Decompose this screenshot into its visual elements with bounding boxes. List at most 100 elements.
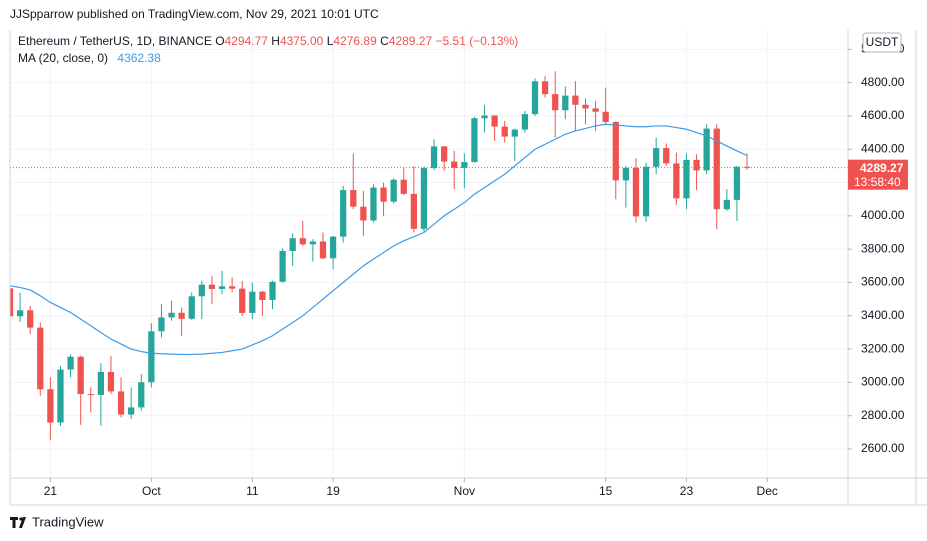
candle-body: [481, 115, 488, 119]
candle-body: [723, 199, 730, 210]
brand-logo: TradingView: [10, 514, 104, 529]
ma-line: [10, 123, 748, 356]
candle-body: [27, 310, 34, 328]
candle-body: [289, 238, 296, 252]
candle-body: [128, 407, 135, 415]
candle-body: [218, 286, 226, 289]
candle-body: [188, 296, 195, 319]
x-tick-label: Oct: [142, 484, 161, 498]
candle-body: [491, 115, 498, 127]
candle-body: [582, 104, 589, 109]
brand: TradingView: [32, 514, 104, 529]
candle-body: [663, 148, 670, 164]
y-tick-label: 4000.00: [861, 208, 905, 222]
candle-body: [340, 190, 347, 237]
y-tick-label: 2800.00: [861, 408, 905, 422]
candle-body: [511, 129, 518, 137]
ohlc-value: 4294.77: [225, 34, 269, 48]
candle-body: [208, 284, 216, 289]
candle-body: [622, 167, 630, 181]
candle-body: [178, 312, 185, 319]
y-tick-label: 3400.00: [861, 308, 905, 322]
candle-body: [713, 128, 720, 210]
x-tick-label: Dec: [757, 484, 778, 498]
candle-body: [228, 286, 236, 289]
candle-body: [471, 118, 478, 163]
candle-body: [249, 291, 256, 313]
logo-dot: [19, 517, 23, 521]
y-tick-label: 4600.00: [861, 108, 905, 122]
candle-body: [350, 190, 357, 207]
candle-body: [572, 95, 579, 105]
candle-body: [612, 121, 619, 181]
candle-body: [329, 236, 337, 259]
candle-body: [269, 281, 276, 300]
countdown: 13:58:40: [854, 175, 901, 189]
y-tick-label: 3200.00: [861, 341, 905, 355]
candle-body: [390, 179, 397, 202]
candle-body: [47, 389, 54, 423]
candle-body: [703, 128, 710, 171]
candle-body: [10, 288, 14, 317]
candle-body: [16, 310, 24, 317]
candle-body: [552, 94, 559, 111]
candle-body: [309, 241, 317, 245]
currency-box[interactable]: [862, 32, 902, 53]
candle-body: [683, 159, 690, 199]
candle-body: [117, 391, 125, 415]
ohlc-name: C: [380, 34, 389, 48]
candle-body: [592, 108, 599, 112]
candle-body: [733, 166, 741, 200]
candle-body: [77, 356, 84, 395]
x-tick-label: Nov: [454, 484, 475, 498]
candle-body: [653, 148, 660, 167]
y-tick-label: 3600.00: [861, 275, 905, 289]
ohlc-value: 4375.00: [280, 34, 324, 48]
candle-body: [441, 146, 448, 162]
y-tick-label: 4400.00: [861, 141, 905, 155]
candle-body: [501, 126, 508, 137]
candle-body: [67, 356, 74, 370]
symbol-title: Ethereum / TetherUS, 1D, BINANCE: [18, 34, 212, 48]
ohlc-name: L: [327, 34, 334, 48]
candle-body: [107, 371, 115, 392]
candle-body: [541, 81, 549, 95]
legend-main: Ethereum / TetherUS, 1D, BINANCE O4294.7…: [18, 34, 518, 48]
candle-body: [632, 167, 640, 217]
ohlc-value: 4276.89: [333, 34, 377, 48]
candle-body: [420, 168, 428, 229]
ohlc-name: O: [215, 34, 224, 48]
candle-body: [642, 166, 650, 217]
price-label-box: [848, 159, 908, 190]
y-tick-label: 2600.00: [861, 441, 905, 455]
ohlc-value: 4289.27: [389, 34, 433, 48]
candle-body: [743, 166, 751, 168]
candle-body: [299, 238, 306, 245]
candle-body: [370, 187, 377, 221]
candle-body: [138, 382, 145, 408]
publisher: JJSpparrow published on TradingView.com,…: [10, 7, 379, 21]
candle-body: [380, 187, 387, 202]
ohlc-name: H: [271, 34, 280, 48]
candle-body: [562, 95, 569, 111]
candle-body: [602, 111, 609, 122]
ma-value: 4362.38: [117, 51, 161, 65]
candle-body: [148, 331, 155, 383]
change: −5.51 (−0.13%): [436, 34, 519, 48]
candle-body: [400, 179, 407, 194]
candle-body: [168, 312, 175, 318]
legend-entry: MA (20, close, 0): [18, 51, 108, 65]
x-tick-label: 19: [326, 484, 340, 498]
x-tick-label: 11: [246, 484, 259, 498]
candle-body: [531, 81, 539, 115]
candle-body: [279, 251, 286, 282]
x-tick-label: 21: [44, 484, 58, 498]
x-tick-label: 23: [680, 484, 694, 498]
legend-ma: MA (20, close, 0) 4362.38: [18, 51, 161, 65]
currency[interactable]: USDT: [866, 35, 899, 49]
candle-body: [259, 291, 266, 300]
candle-body: [239, 288, 246, 313]
